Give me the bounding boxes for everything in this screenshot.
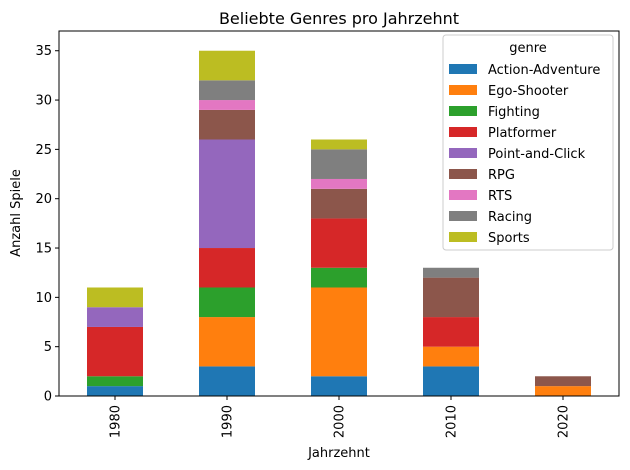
legend-entry: Sports xyxy=(488,231,530,246)
y-tick-label: 30 xyxy=(35,94,52,109)
y-axis-label: Anzahl Spiele xyxy=(9,169,24,257)
plot-frame xyxy=(58,30,620,397)
x-tick-label: 2020 xyxy=(557,405,572,438)
x-tick-label: 1980 xyxy=(109,405,124,438)
bar-segment xyxy=(311,287,367,377)
legend-entry: RTS xyxy=(488,189,512,204)
bar-segment xyxy=(87,376,143,387)
bar-segment xyxy=(535,376,591,387)
bar-segment xyxy=(311,267,367,288)
x-tick-label: 2000 xyxy=(333,405,348,438)
legend-entry: Action-Adventure xyxy=(488,63,600,78)
bar-segment xyxy=(199,287,255,318)
bar-segment xyxy=(311,218,367,268)
bar-segment xyxy=(423,277,479,318)
bar-segment xyxy=(423,346,479,367)
bars-group xyxy=(87,50,591,396)
bar-segment xyxy=(423,366,479,396)
bar-segment xyxy=(311,376,367,396)
legend-title: genre xyxy=(509,41,547,56)
bar-segment xyxy=(199,100,255,110)
legend-swatch xyxy=(449,148,477,158)
bar-segment xyxy=(311,149,367,179)
bar-segment xyxy=(535,386,591,396)
bar-segment xyxy=(311,139,367,150)
chart-title: Beliebte Genres pro Jahrzehnt xyxy=(219,9,459,28)
bar-segment xyxy=(199,317,255,367)
x-tick-label: 2010 xyxy=(445,405,460,438)
bar-segment xyxy=(311,188,367,219)
y-tick-label: 0 xyxy=(44,390,52,405)
bar-segment xyxy=(199,248,255,288)
bar-segment xyxy=(199,80,255,101)
y-tick-label: 20 xyxy=(35,192,52,207)
legend-entry: Racing xyxy=(488,210,532,225)
legend-box xyxy=(442,34,614,251)
bar-segment xyxy=(87,386,143,396)
bar-segment xyxy=(311,178,367,189)
x-tick-label: 1990 xyxy=(221,405,236,438)
y-tick-label: 15 xyxy=(35,242,52,257)
legend-swatch xyxy=(449,190,477,200)
bar-segment xyxy=(87,326,143,377)
y-tick-label: 10 xyxy=(35,291,52,306)
bar-segment xyxy=(87,307,143,327)
legend-entry: Platformer xyxy=(488,126,557,141)
bar-segment xyxy=(87,287,143,308)
legend-swatch xyxy=(449,64,477,74)
y-tick-label: 25 xyxy=(35,143,52,158)
x-axis: 1980 1990 2000 2010 2020 xyxy=(109,396,572,438)
bar-segment xyxy=(199,366,255,396)
y-tick-label: 35 xyxy=(35,44,52,59)
legend-entry: Ego-Shooter xyxy=(488,84,569,99)
y-tick-label: 5 xyxy=(44,340,52,355)
legend-swatch xyxy=(449,85,477,95)
legend-swatch xyxy=(449,106,477,116)
bar-segment xyxy=(199,50,255,81)
legend-entry: RPG xyxy=(488,168,515,183)
legend-swatch xyxy=(449,169,477,179)
bar-segment xyxy=(199,109,255,140)
x-axis-label: Jahrzehnt xyxy=(307,446,370,461)
legend-swatch xyxy=(449,127,477,137)
legend: genre Action-Adventure Ego-Shooter Fighting… xyxy=(442,34,614,251)
legend-swatch xyxy=(449,211,477,221)
bar-segment xyxy=(423,317,479,347)
legend-entry: Point-and-Click xyxy=(488,147,586,162)
legend-entry: Fighting xyxy=(488,105,540,120)
bar-segment xyxy=(199,139,255,249)
legend-swatch xyxy=(449,232,477,242)
y-axis: 0 5 10 15 20 25 30 35 xyxy=(35,44,59,405)
bar-segment xyxy=(423,267,479,278)
